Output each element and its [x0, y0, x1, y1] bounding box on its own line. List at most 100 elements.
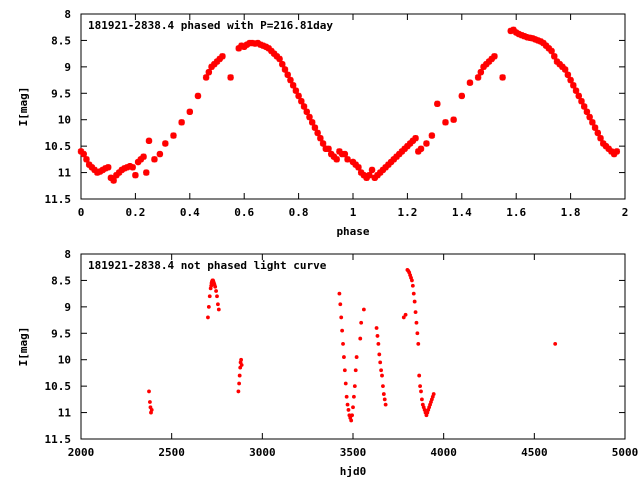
data-point	[416, 341, 421, 346]
data-point	[91, 166, 98, 174]
data-point	[213, 284, 218, 289]
data-point	[396, 150, 403, 158]
data-point	[83, 156, 90, 163]
data-point	[206, 315, 210, 320]
data-point	[409, 137, 417, 145]
data-point	[352, 394, 356, 399]
data-point	[147, 389, 151, 394]
data-point	[325, 145, 332, 152]
data-point	[483, 61, 490, 68]
data-point	[499, 74, 506, 81]
data-point	[287, 76, 294, 84]
data-point	[344, 156, 351, 163]
data-point	[559, 63, 566, 71]
y-tick-label: 9	[64, 301, 71, 314]
data-point	[414, 320, 419, 325]
data-point	[265, 45, 272, 52]
data-point	[178, 119, 185, 126]
y-tick-label: 9	[64, 61, 71, 74]
data-point	[352, 384, 357, 389]
data-point	[344, 394, 349, 399]
data-series	[147, 267, 558, 423]
data-point	[216, 302, 220, 307]
data-point	[610, 150, 618, 158]
data-point	[110, 177, 117, 184]
data-point	[361, 307, 366, 312]
data-point	[149, 408, 154, 412]
data-point	[583, 108, 591, 115]
x-axis-label: phase	[336, 225, 369, 238]
data-point	[419, 389, 423, 394]
data-point	[379, 368, 384, 373]
data-point	[431, 392, 436, 396]
data-point	[213, 58, 221, 65]
data-point	[417, 373, 422, 378]
data-point	[404, 142, 411, 150]
data-point	[349, 158, 357, 166]
data-point	[216, 55, 223, 63]
data-point	[410, 278, 414, 283]
data-point	[151, 156, 158, 163]
data-point	[488, 55, 495, 63]
data-point	[352, 161, 359, 168]
y-tick-label: 10	[58, 114, 71, 127]
data-point	[351, 405, 355, 410]
data-point	[281, 66, 289, 73]
x-tick-label: 1.6	[506, 206, 526, 219]
data-point	[208, 63, 215, 71]
data-point	[355, 164, 362, 171]
data-point	[485, 58, 493, 65]
data-point	[591, 124, 599, 131]
data-point	[214, 289, 218, 293]
data-point	[162, 140, 169, 147]
data-point	[292, 87, 300, 94]
data-point	[354, 355, 359, 359]
data-point	[342, 368, 347, 373]
data-point	[423, 140, 430, 147]
data-point	[349, 418, 354, 423]
y-tick-label: 9.5	[51, 327, 71, 340]
data-point	[216, 307, 221, 312]
data-point	[553, 58, 561, 65]
data-point	[474, 74, 482, 81]
data-point	[401, 315, 406, 320]
data-point	[412, 135, 419, 142]
data-point	[377, 352, 382, 357]
data-point	[415, 331, 420, 336]
x-tick-label: 4500	[521, 446, 548, 459]
data-point	[417, 145, 425, 152]
data-point	[330, 153, 338, 160]
data-point	[428, 132, 436, 139]
data-point	[219, 53, 226, 60]
data-point	[378, 360, 383, 365]
unphased-light-curve-panel: 2000 2500 3000 3500 4000 4500 5000 8 8.5 9 9.5 10 10…	[17, 248, 638, 478]
data-point	[328, 150, 335, 158]
data-point	[567, 76, 574, 84]
data-point	[202, 74, 210, 81]
data-point	[382, 164, 389, 171]
data-point	[186, 108, 193, 115]
data-point	[340, 328, 345, 333]
y-tick-label: 8	[64, 248, 71, 261]
data-point	[581, 103, 588, 110]
data-point	[572, 87, 580, 94]
data-point	[279, 61, 286, 68]
phased-light-curve-panel: 0 0.2 0.4 0.6 0.8 1 1.2 1.4 1.6 1.8 2 8 8.5 9 9.5 10 10.…	[17, 8, 628, 238]
data-point	[336, 148, 343, 155]
x-tick-label: 1.4	[452, 206, 472, 219]
data-point	[412, 299, 417, 304]
data-point	[390, 156, 397, 163]
data-point	[129, 164, 136, 171]
y-axis-label: I[mag]	[17, 87, 30, 127]
data-point	[194, 92, 202, 100]
data-point	[205, 68, 213, 76]
data-point	[418, 384, 422, 389]
data-point	[237, 381, 242, 386]
data-point	[411, 291, 416, 296]
data-point	[570, 82, 577, 89]
y-tick-label: 11	[58, 407, 72, 420]
plot-title: 181921-2838.4 phased with P=216.81day	[88, 19, 333, 32]
data-point	[561, 66, 569, 73]
x-tick-label: 3500	[340, 446, 367, 459]
